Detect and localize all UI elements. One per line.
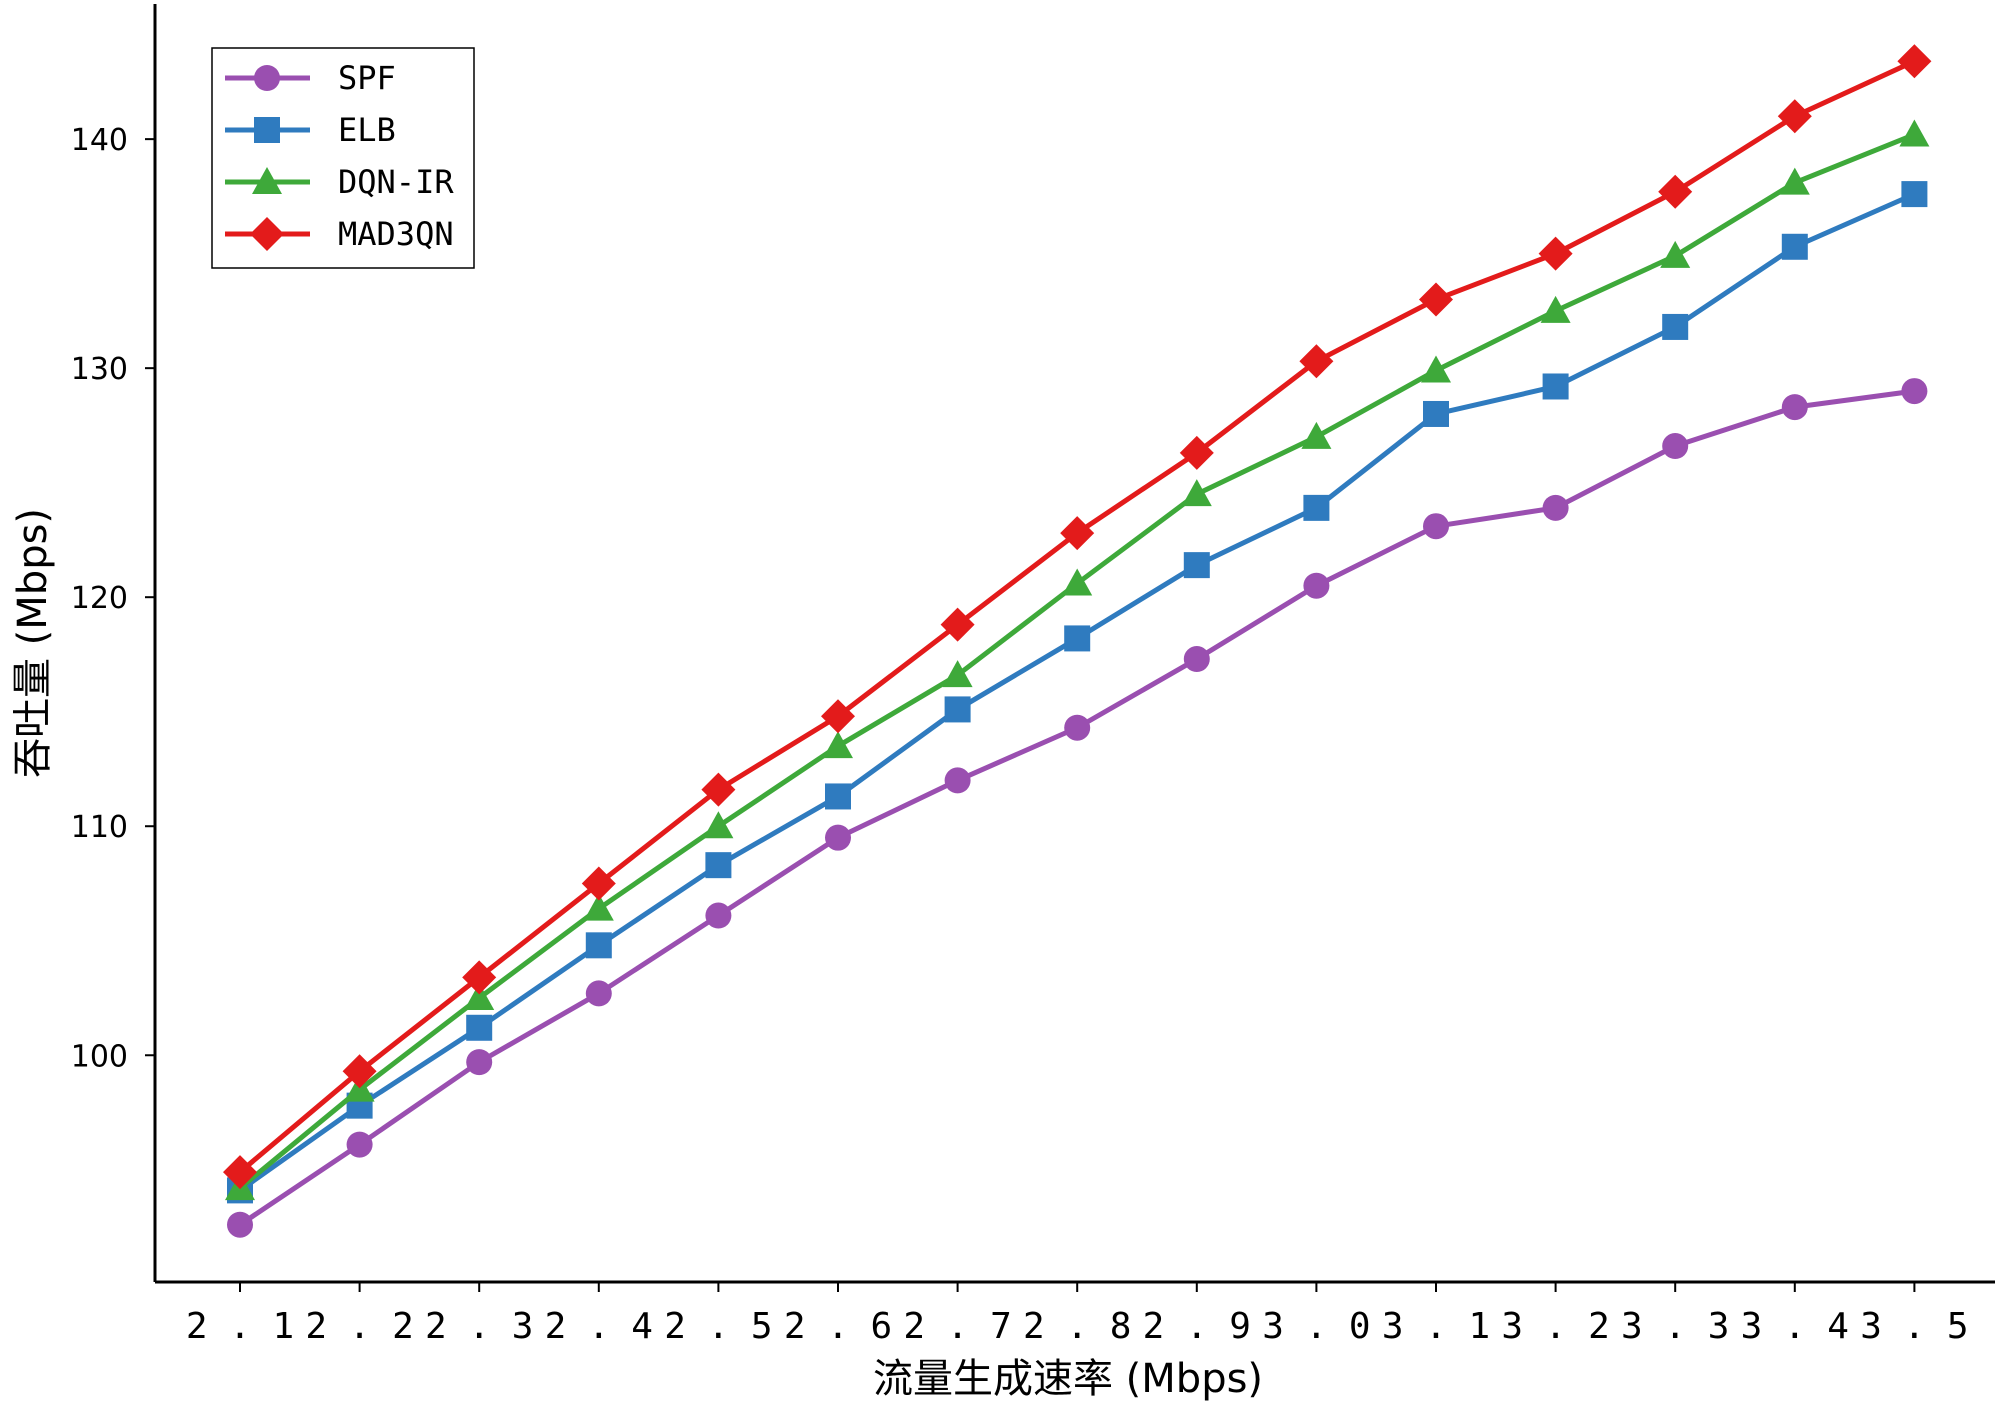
x-tick-label: 3 . 4 — [1741, 1306, 1849, 1347]
data-point — [223, 1155, 257, 1190]
data-point — [1183, 552, 1210, 579]
series-spf — [227, 378, 1928, 1238]
legend-item: SPF — [225, 59, 396, 97]
data-point — [1779, 167, 1810, 195]
data-point — [1662, 433, 1689, 460]
data-point — [940, 607, 975, 642]
data-point — [1897, 44, 1932, 79]
data-point — [825, 783, 851, 810]
data-point — [466, 1014, 493, 1041]
y-axis-title: 吞吐量 (Mbps) — [10, 508, 56, 778]
data-point — [1542, 373, 1569, 400]
legend-label: MAD3QN — [338, 215, 454, 253]
data-point — [1542, 494, 1569, 521]
x-tick-label: 2 . 7 — [903, 1306, 1011, 1347]
legend-marker — [252, 167, 282, 194]
data-point — [825, 824, 851, 851]
data-point — [1303, 494, 1330, 521]
y-tick-label: 130 — [71, 352, 128, 387]
data-point — [1064, 625, 1091, 652]
x-tick-label: 3 . 5 — [1860, 1306, 1968, 1347]
data-point — [1538, 236, 1573, 271]
x-tick-label: 3 . 0 — [1262, 1306, 1370, 1347]
data-point — [705, 852, 732, 879]
x-axis-title: 流量生成速率 (Mbps) — [873, 1356, 1263, 1402]
data-point — [701, 772, 736, 807]
data-point — [1658, 174, 1693, 209]
data-point — [1423, 400, 1449, 427]
x-tick-label: 2 . 4 — [545, 1306, 653, 1347]
data-point — [823, 731, 853, 759]
legend-marker — [250, 217, 284, 251]
series-layer — [223, 44, 1932, 1238]
data-point — [227, 1211, 253, 1238]
legend-item: ELB — [225, 111, 396, 149]
y-tick-label: 100 — [71, 1039, 128, 1074]
data-point — [1179, 435, 1214, 470]
data-point — [944, 767, 971, 794]
x-tick-label: 2 . 6 — [784, 1306, 892, 1347]
data-point — [346, 1131, 373, 1158]
legend: SPF ELB DQN-IR MAD3QN — [211, 47, 475, 269]
data-point — [462, 960, 497, 995]
data-point — [821, 699, 855, 734]
data-point — [581, 866, 616, 901]
legend-marker — [254, 117, 280, 143]
x-tick-label: 2 . 1 — [186, 1306, 294, 1347]
legend-item: MAD3QN — [225, 215, 454, 253]
axes — [153, 4, 1995, 1284]
data-point — [1423, 513, 1449, 540]
data-point — [342, 1054, 377, 1089]
legend-marker — [254, 65, 280, 91]
series-line — [238, 191, 1916, 1193]
data-point — [464, 983, 495, 1010]
data-point — [1062, 568, 1093, 596]
x-tick-label: 3 . 1 — [1382, 1306, 1490, 1347]
data-point — [466, 1049, 493, 1076]
data-point — [1540, 295, 1571, 323]
data-point — [1781, 233, 1808, 260]
data-point — [1060, 516, 1095, 551]
data-point — [1183, 646, 1210, 673]
x-tick-label: 2 . 2 — [305, 1306, 413, 1347]
data-point — [1064, 714, 1091, 741]
data-point — [1901, 378, 1928, 405]
series-mad3qn — [223, 44, 1932, 1190]
data-point — [1181, 479, 1212, 507]
x-tick-label: 2 . 9 — [1143, 1306, 1251, 1347]
y-tick-label: 120 — [71, 581, 128, 616]
x-tick-label: 2 . 8 — [1023, 1306, 1131, 1347]
legend-label: SPF — [338, 59, 396, 97]
data-point — [1777, 99, 1812, 134]
y-tick-label: 110 — [71, 810, 128, 845]
legend-item: DQN-IR — [225, 163, 454, 201]
x-tick-label: 2 . 3 — [425, 1306, 533, 1347]
data-point — [703, 811, 734, 839]
data-point — [1899, 119, 1930, 147]
data-point — [583, 893, 614, 921]
data-point — [1419, 282, 1453, 317]
x-tick-label: 2 . 5 — [664, 1306, 772, 1347]
legend-label: DQN-IR — [338, 163, 454, 201]
data-point — [1662, 313, 1689, 340]
data-point — [1299, 344, 1334, 379]
data-point — [1901, 181, 1928, 208]
data-point — [585, 980, 612, 1007]
data-point — [1421, 355, 1451, 383]
y-tick-label: 140 — [71, 123, 128, 158]
data-point — [942, 660, 973, 688]
data-point — [1660, 240, 1691, 268]
data-point — [585, 932, 612, 959]
x-tick-label: 3 . 2 — [1501, 1306, 1609, 1347]
x-tick-label: 3 . 3 — [1621, 1306, 1729, 1347]
data-point — [1303, 572, 1330, 599]
data-point — [1301, 421, 1332, 449]
legend-label: ELB — [338, 111, 396, 149]
data-point — [944, 696, 971, 723]
data-point — [705, 902, 732, 929]
x-ticks: 2 . 1 2 . 2 2 . 3 2 . 4 2 . 5 2 . 6 2 . 7 2 . 8… — [186, 1282, 1969, 1347]
data-point — [1781, 394, 1808, 421]
y-ticks: 100 110 120 130 140 — [71, 123, 155, 1074]
